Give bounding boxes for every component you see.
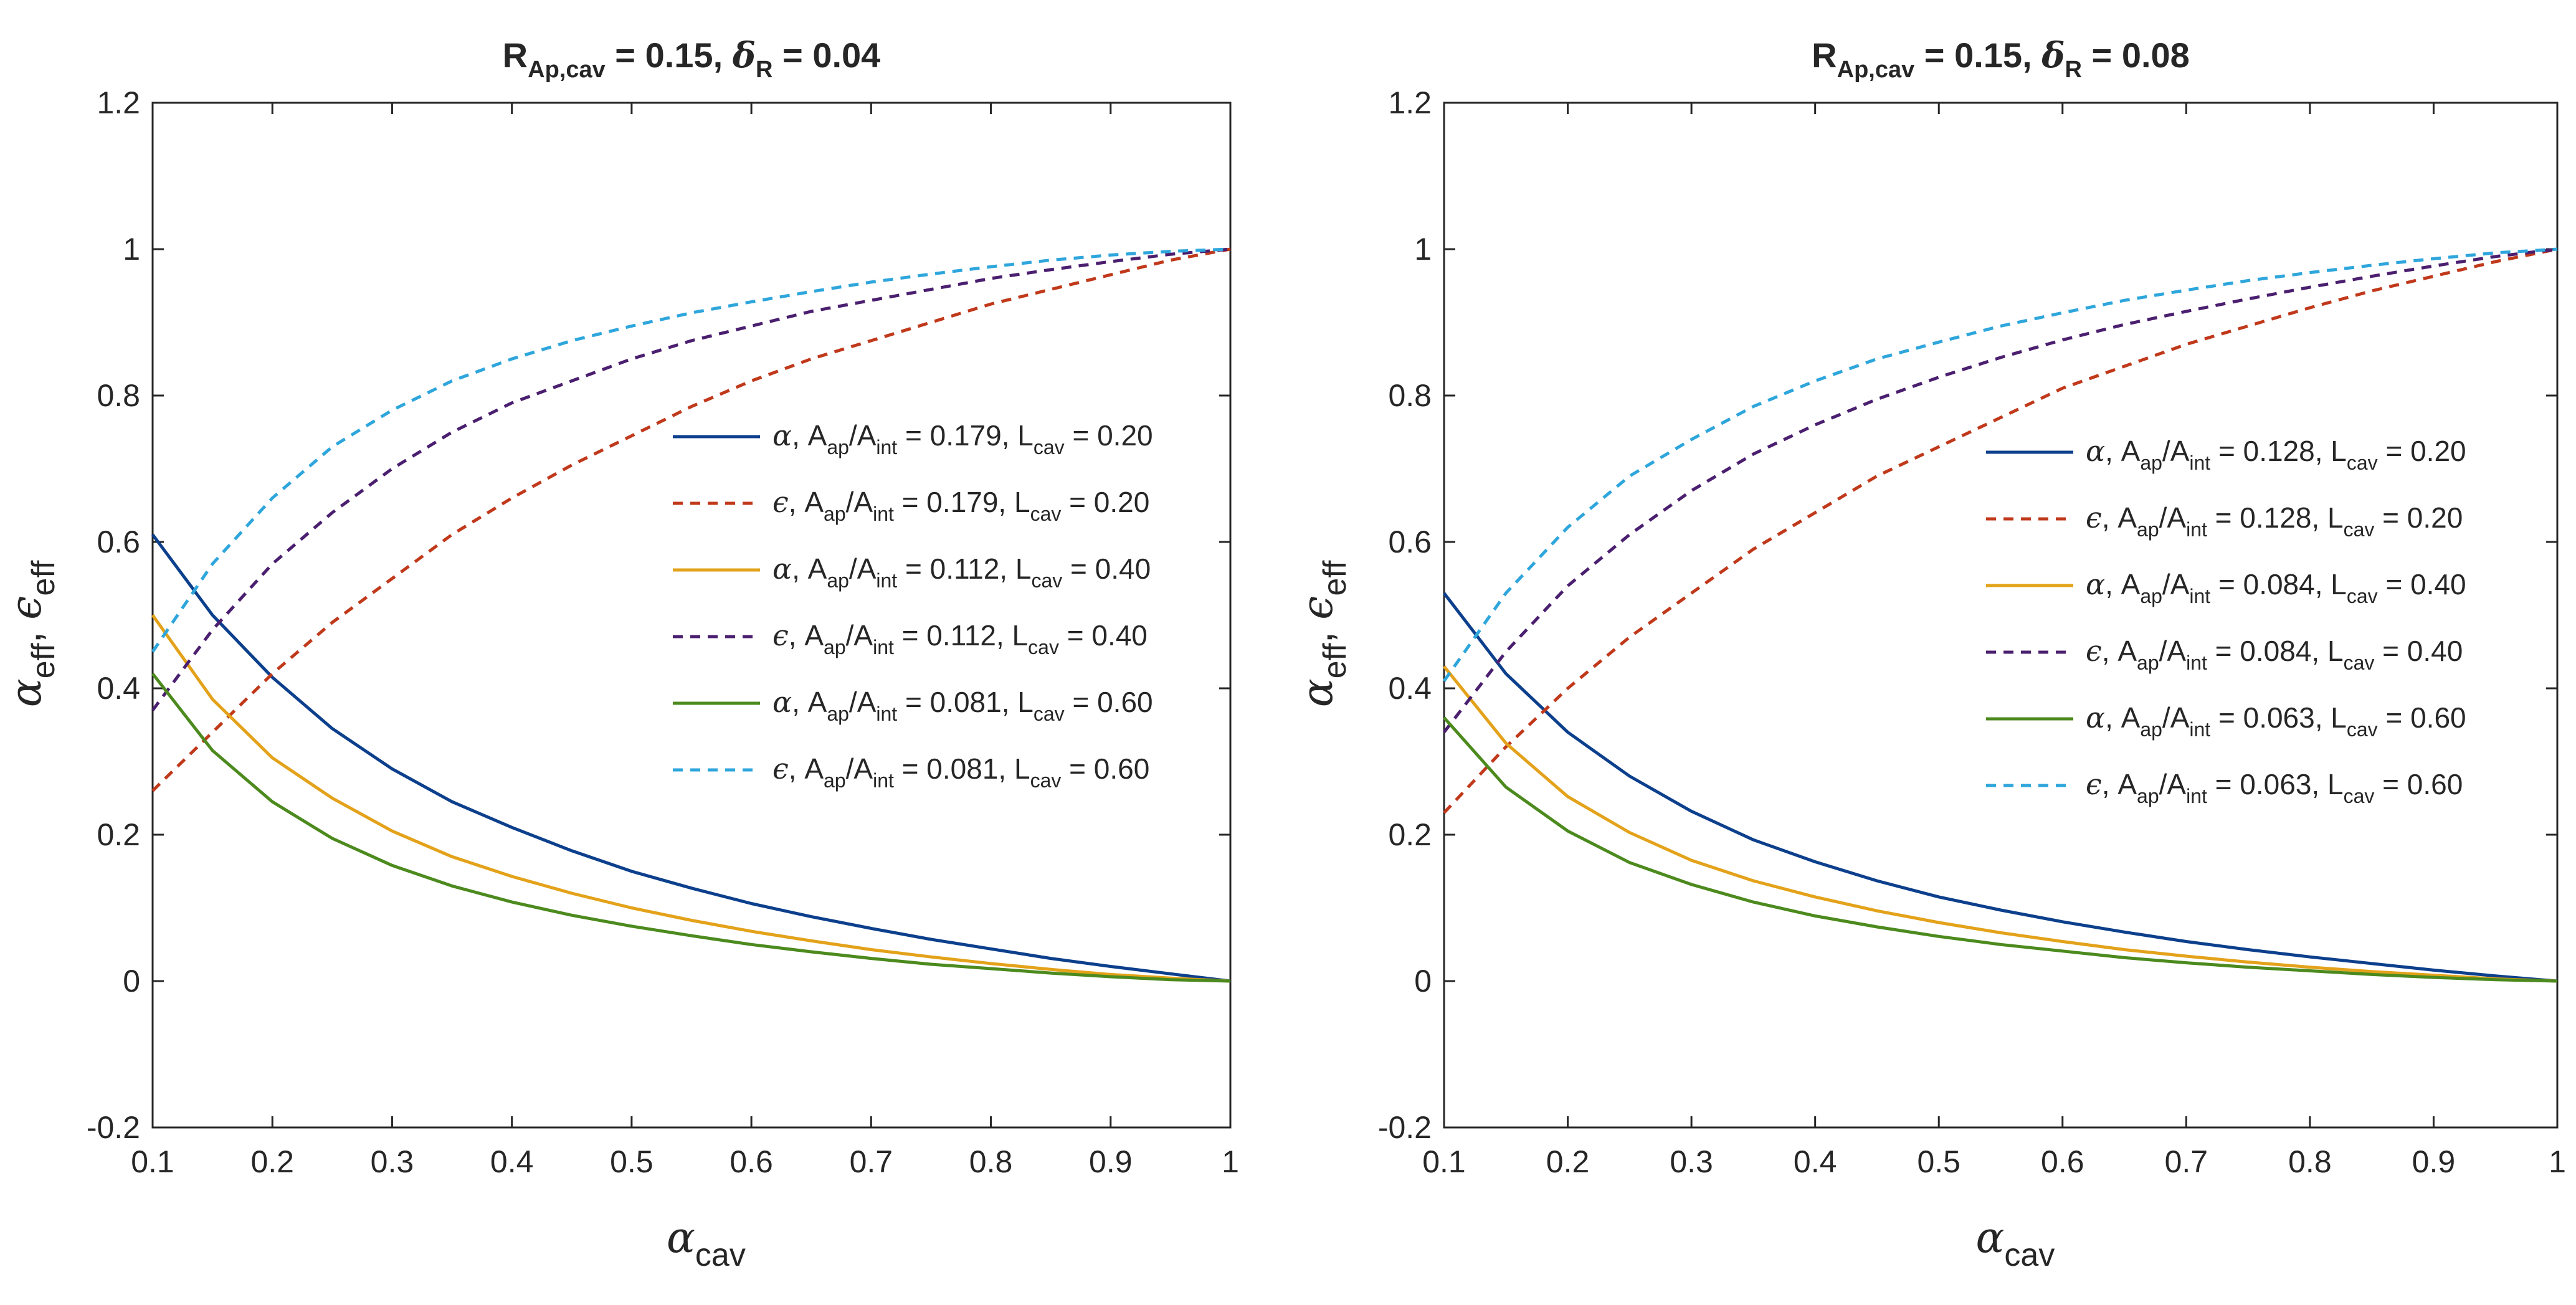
x-tick-label: 0.8	[2288, 1144, 2332, 1179]
x-tick-label: 0.3	[371, 1144, 414, 1179]
x-tick-label: 1	[1222, 1144, 1239, 1179]
x-tick-label: 0.1	[1422, 1144, 1466, 1179]
series-line-6	[1442, 247, 2558, 682]
x-tick-label: 0.7	[2165, 1144, 2208, 1179]
series-line-1	[151, 533, 1231, 983]
x-tick-label: 0.3	[1670, 1144, 1713, 1179]
y-axis-label: αeff, ϵeff	[1293, 560, 1353, 707]
legend-entry-1: α, Aap/Aint = 0.179, Lcav = 0.20	[772, 419, 1153, 458]
series-line-5	[151, 672, 1231, 983]
y-tick-label: 0.6	[1388, 524, 1432, 559]
series-line-3	[151, 614, 1231, 983]
y-tick-label: 1.2	[97, 85, 140, 120]
y-tick-label: 0.2	[1388, 817, 1432, 852]
x-axis-label: αcav	[1976, 1213, 2055, 1273]
legend-entry-1: α, Aap/Aint = 0.128, Lcav = 0.20	[2086, 434, 2466, 474]
y-tick-label: -0.2	[1378, 1110, 1432, 1145]
legend-entry-6: ϵ, Aap/Aint = 0.063, Lcav = 0.60	[2086, 767, 2463, 807]
y-tick-label: -0.2	[87, 1110, 140, 1145]
y-tick-label: 0.8	[97, 378, 140, 413]
legend-entry-5: α, Aap/Aint = 0.081, Lcav = 0.60	[772, 685, 1153, 725]
x-tick-label: 0.7	[850, 1144, 893, 1179]
x-tick-label: 0.5	[610, 1144, 654, 1179]
y-axis-label: αeff, ϵeff	[2, 560, 62, 707]
x-tick-label: 1	[2549, 1144, 2566, 1179]
x-tick-label: 0.9	[2412, 1144, 2456, 1179]
series-line-2	[1443, 247, 2558, 814]
legend-entry-3: α, Aap/Aint = 0.084, Lcav = 0.40	[2086, 567, 2466, 607]
series-line-2	[151, 247, 1231, 792]
y-tick-label: 0.8	[1388, 378, 1432, 413]
x-tick-label: 0.1	[131, 1144, 174, 1179]
legend-entry-4: ϵ, Aap/Aint = 0.084, Lcav = 0.40	[2086, 634, 2463, 674]
series-line-4	[151, 247, 1231, 711]
x-tick-label: 0.9	[1089, 1144, 1133, 1179]
legend-entry-3: α, Aap/Aint = 0.112, Lcav = 0.40	[772, 552, 1151, 592]
chart-title: RAp,cav = 0.15, δR = 0.04	[503, 35, 881, 83]
y-tick-label: 0	[1414, 964, 1432, 999]
x-tick-label: 0.6	[2041, 1144, 2084, 1179]
x-axis-label: αcav	[667, 1213, 746, 1273]
y-tick-label: 0.2	[97, 817, 140, 852]
legend-entry-4: ϵ, Aap/Aint = 0.112, Lcav = 0.40	[772, 619, 1148, 658]
legend-entry-6: ϵ, Aap/Aint = 0.081, Lcav = 0.60	[772, 752, 1149, 792]
y-tick-label: 0.4	[97, 671, 140, 706]
chart-panel-2: 0.1 0.2 0.3 0.4 0.5 0.6 0.7 0.8 0.9 1 -0.2 0 0.2 0.4 0…	[1293, 35, 2566, 1273]
y-tick-label: 0	[123, 964, 140, 999]
series-line-5	[1443, 716, 2558, 983]
x-tick-label: 0.4	[490, 1144, 534, 1179]
y-tick-label: 0.6	[97, 524, 140, 559]
x-tick-label: 0.2	[1546, 1144, 1590, 1179]
y-tick-label: 0.4	[1388, 671, 1432, 706]
legend-entry-5: α, Aap/Aint = 0.063, Lcav = 0.60	[2086, 701, 2466, 741]
chart-title: RAp,cav = 0.15, δR = 0.08	[1812, 35, 2190, 83]
series-line-1	[1443, 592, 2558, 983]
y-tick-label: 1	[123, 232, 140, 267]
x-tick-label: 0.8	[969, 1144, 1013, 1179]
x-tick-label: 0.2	[250, 1144, 294, 1179]
legend-entry-2: ϵ, Aap/Aint = 0.128, Lcav = 0.20	[2086, 501, 2463, 541]
legend-entry-2: ϵ, Aap/Aint = 0.179, Lcav = 0.20	[772, 485, 1149, 525]
series-line-3	[1443, 665, 2558, 983]
series-line-4	[1443, 247, 2558, 734]
y-tick-label: 1.2	[1388, 85, 1432, 120]
x-tick-label: 0.4	[1794, 1144, 1837, 1179]
y-tick-label: 1	[1414, 232, 1432, 267]
x-tick-label: 0.5	[1917, 1144, 1961, 1179]
chart-panel-1: 0.1 0.2 0.3 0.4 0.5 0.6 0.7 0.8 0.9 1 -0.2 0 0.2 0.4 0…	[2, 35, 1239, 1273]
x-tick-label: 0.6	[730, 1144, 773, 1179]
plot-area-frame	[1443, 102, 2559, 1129]
